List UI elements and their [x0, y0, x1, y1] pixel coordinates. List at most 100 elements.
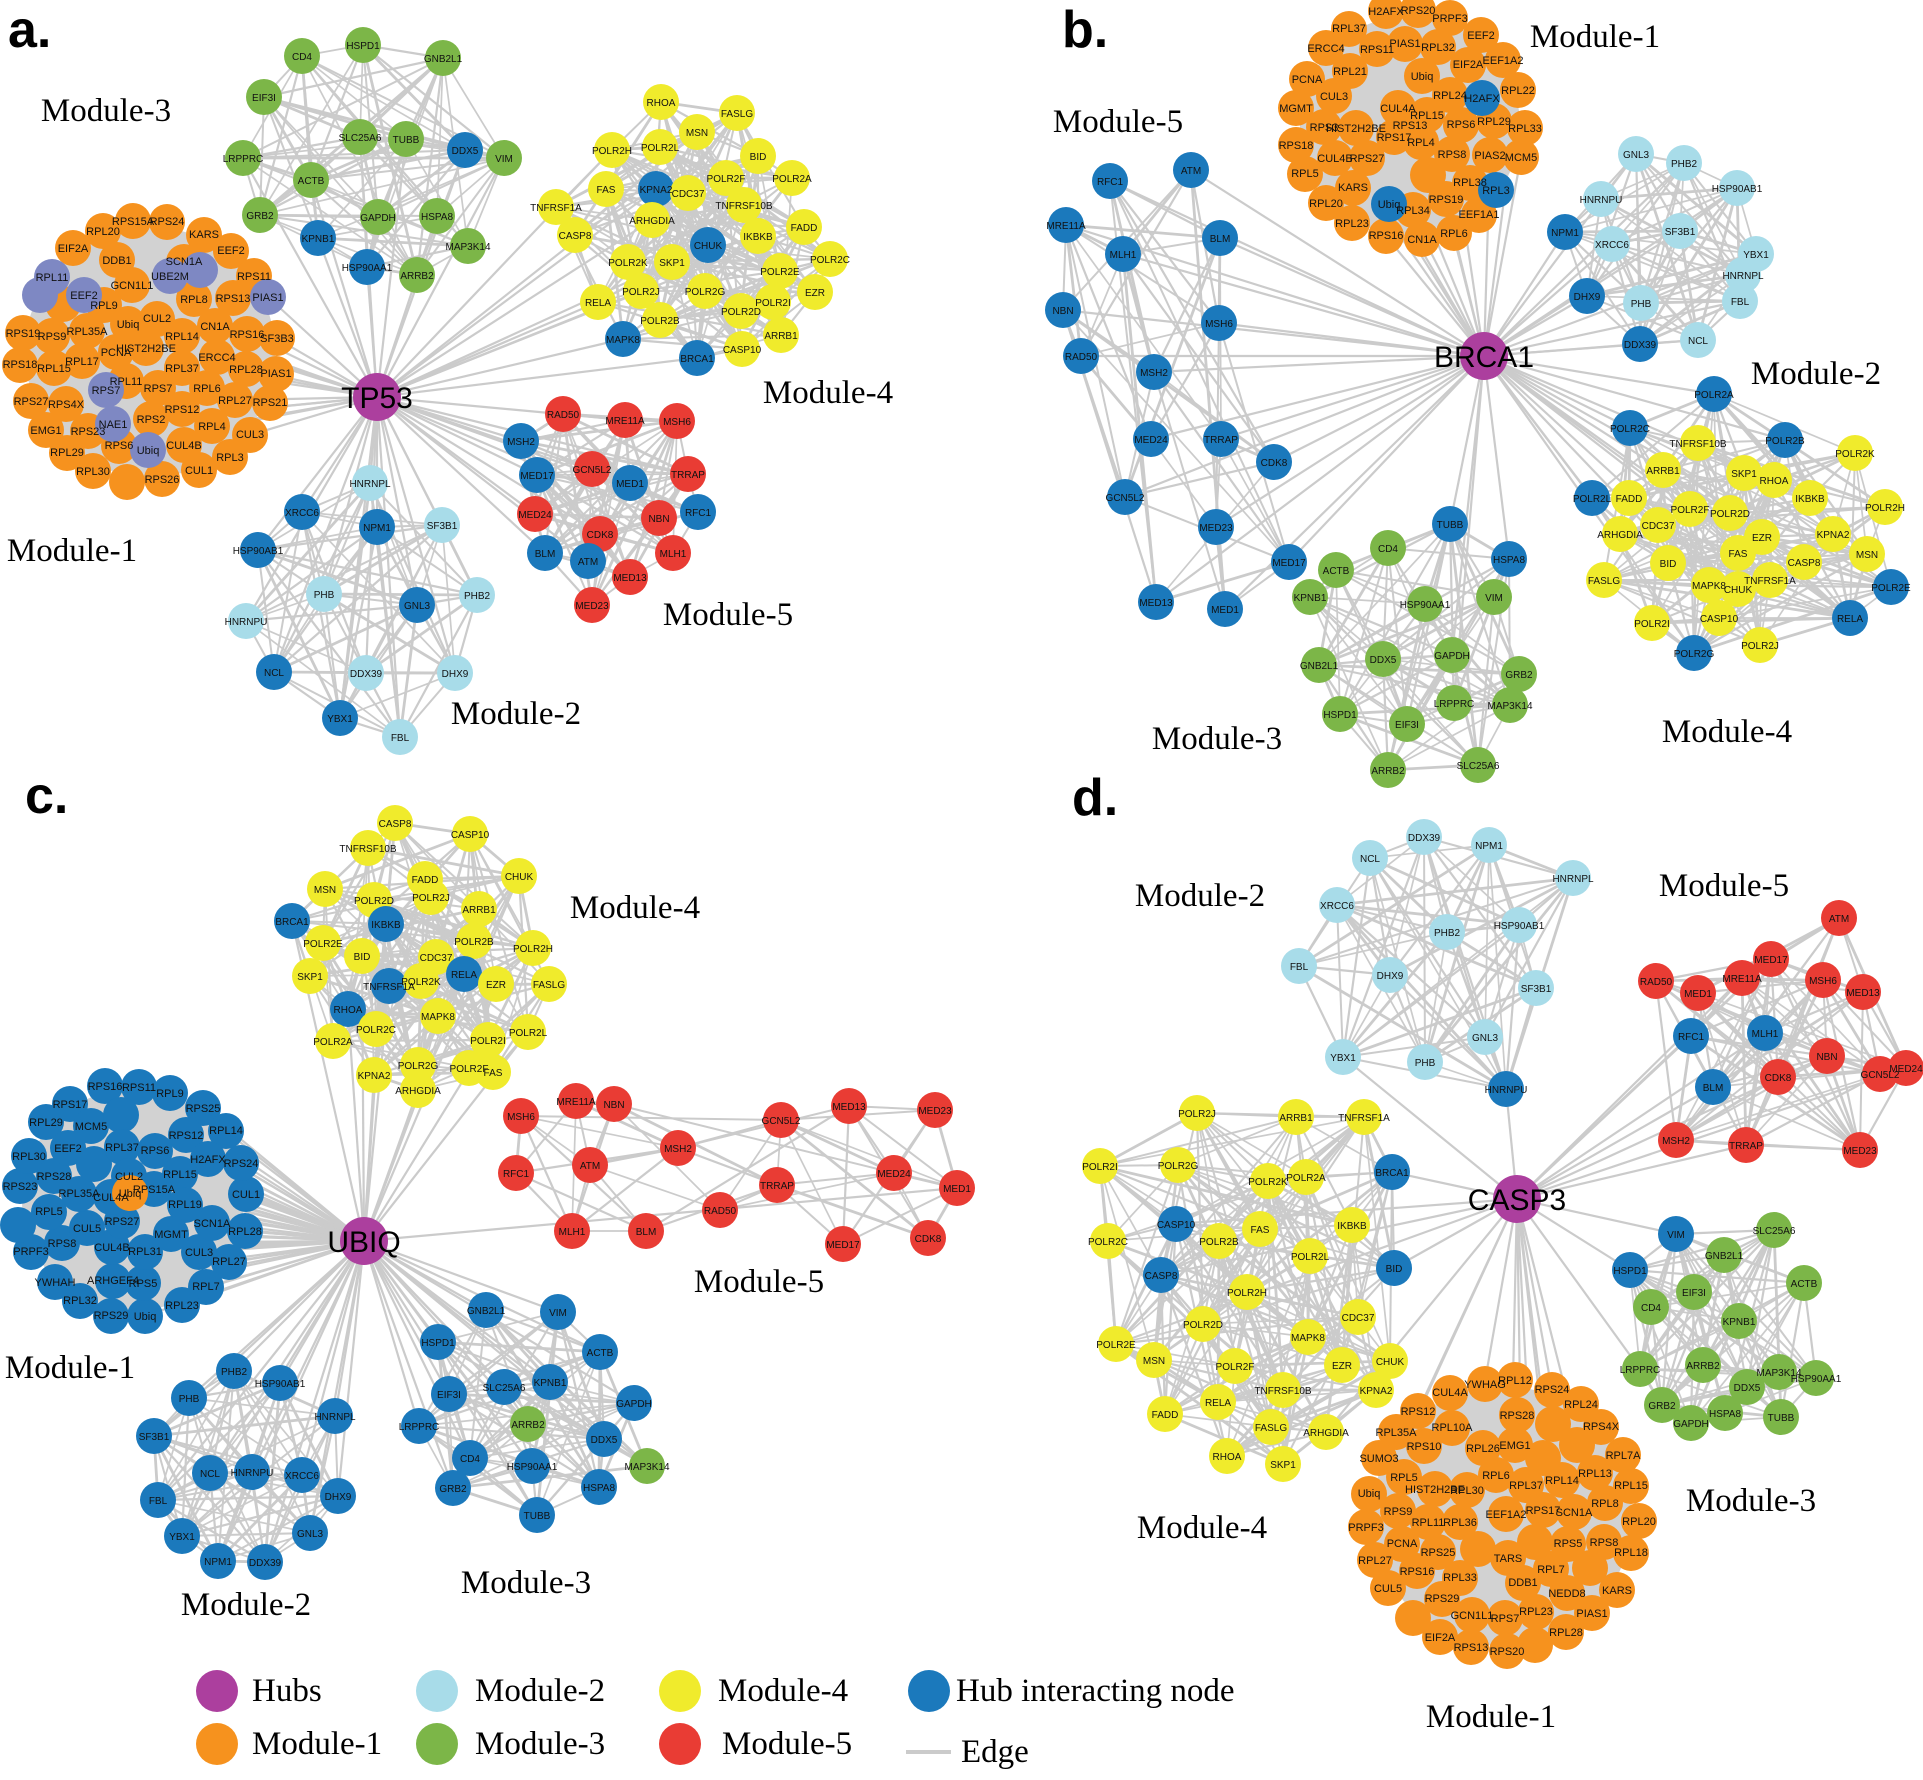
svg-text:RPL35A: RPL35A	[59, 1188, 101, 1200]
svg-text:HSPD1: HSPD1	[1323, 710, 1357, 721]
svg-text:RHOA: RHOA	[1213, 1452, 1242, 1463]
svg-text:DDX39: DDX39	[1624, 340, 1657, 351]
svg-text:SKP1: SKP1	[659, 258, 685, 269]
svg-text:RPL14: RPL14	[209, 1125, 243, 1137]
svg-text:LRPPRC: LRPPRC	[223, 154, 264, 165]
svg-text:RPS5: RPS5	[1554, 1538, 1583, 1550]
svg-text:RPL29: RPL29	[29, 1117, 63, 1129]
svg-text:RPS7: RPS7	[92, 385, 121, 397]
svg-text:FASLG: FASLG	[533, 980, 565, 991]
svg-text:MED13: MED13	[613, 573, 647, 584]
svg-text:VIM: VIM	[1485, 593, 1503, 604]
svg-text:Module-2: Module-2	[1751, 356, 1881, 392]
svg-text:POLR2G: POLR2G	[398, 1061, 439, 1072]
svg-text:PHB2: PHB2	[464, 591, 491, 602]
svg-text:MLH1: MLH1	[559, 1227, 586, 1238]
svg-text:RPS29: RPS29	[94, 1310, 129, 1322]
svg-text:IKBKB: IKBKB	[371, 920, 401, 931]
svg-text:FBL: FBL	[391, 733, 410, 744]
svg-text:EIF3I: EIF3I	[437, 1390, 461, 1401]
svg-text:TNFRSF1A: TNFRSF1A	[530, 203, 582, 214]
svg-text:RPL3: RPL3	[216, 452, 244, 464]
svg-text:HSP90AA1: HSP90AA1	[1400, 600, 1451, 611]
svg-text:MAP3K14: MAP3K14	[445, 242, 490, 253]
svg-text:RPL37: RPL37	[105, 1142, 139, 1154]
svg-text:RHOA: RHOA	[647, 98, 676, 109]
svg-text:EZR: EZR	[1332, 1361, 1352, 1372]
svg-text:HIST2H2BE: HIST2H2BE	[1326, 123, 1386, 135]
svg-text:MAP3K14: MAP3K14	[624, 1462, 669, 1473]
svg-text:SF3B1: SF3B1	[1521, 984, 1552, 995]
svg-text:PCNA: PCNA	[1387, 1538, 1418, 1550]
svg-text:RPL15: RPL15	[1410, 110, 1444, 122]
svg-text:RPL35A: RPL35A	[67, 326, 109, 338]
svg-text:H2AFX: H2AFX	[190, 1154, 226, 1166]
svg-text:RPS28: RPS28	[37, 1171, 72, 1183]
svg-text:RPL21: RPL21	[1333, 66, 1367, 78]
svg-text:RPL37: RPL37	[1332, 23, 1366, 35]
svg-text:YWHAG: YWHAG	[1464, 1379, 1506, 1391]
svg-text:MAPK8: MAPK8	[1692, 581, 1726, 592]
svg-text:RPS15A: RPS15A	[133, 1184, 176, 1196]
svg-text:RPS4X: RPS4X	[1583, 1421, 1620, 1433]
svg-text:RPL15: RPL15	[37, 363, 71, 375]
svg-text:Module-1: Module-1	[1426, 1699, 1556, 1735]
svg-text:MED23: MED23	[918, 1106, 952, 1117]
svg-text:RPL37: RPL37	[165, 363, 199, 375]
svg-text:FADD: FADD	[1152, 1410, 1179, 1421]
svg-text:GAPDH: GAPDH	[1673, 1419, 1709, 1430]
svg-text:TARS: TARS	[1494, 1553, 1523, 1565]
svg-text:CUL4A: CUL4A	[1432, 1387, 1468, 1399]
svg-text:DHX9: DHX9	[442, 669, 469, 680]
svg-text:TNFRSF1A: TNFRSF1A	[363, 982, 415, 993]
svg-text:RPS23: RPS23	[71, 426, 106, 438]
svg-text:CUL2: CUL2	[143, 313, 171, 325]
svg-text:MSH2: MSH2	[664, 1144, 692, 1155]
svg-text:RPL26: RPL26	[1466, 1443, 1500, 1455]
svg-text:H2AFX: H2AFX	[1464, 93, 1500, 105]
svg-text:Ubiq: Ubiq	[137, 445, 160, 457]
svg-text:MED24: MED24	[1134, 435, 1168, 446]
svg-text:TRRAP: TRRAP	[760, 1181, 794, 1192]
svg-text:RPL12: RPL12	[1498, 1375, 1532, 1387]
svg-text:EEF2: EEF2	[217, 245, 245, 257]
svg-text:MED23: MED23	[1199, 523, 1233, 534]
svg-text:RELA: RELA	[1205, 1398, 1231, 1409]
svg-text:d.: d.	[1072, 769, 1118, 827]
svg-text:LRPPRC: LRPPRC	[1434, 699, 1475, 710]
svg-text:RPL33: RPL33	[1508, 123, 1542, 135]
svg-text:MSN: MSN	[686, 128, 708, 139]
svg-text:POLR2L: POLR2L	[641, 143, 680, 154]
svg-text:FASLG: FASLG	[721, 109, 753, 120]
svg-text:POLR2E: POLR2E	[760, 267, 800, 278]
svg-text:LRPPRC: LRPPRC	[399, 1422, 440, 1433]
svg-text:GNB2L1: GNB2L1	[424, 54, 463, 65]
svg-text:TRRAP: TRRAP	[1204, 435, 1238, 446]
svg-text:FADD: FADD	[412, 875, 439, 886]
svg-text:RPL24: RPL24	[1564, 1399, 1598, 1411]
svg-text:BLM: BLM	[1210, 234, 1231, 245]
svg-text:SF3B1: SF3B1	[427, 521, 458, 532]
svg-text:CDK8: CDK8	[915, 1234, 942, 1245]
svg-text:POLR2G: POLR2G	[1674, 649, 1715, 660]
svg-text:Module-2: Module-2	[181, 1587, 311, 1623]
svg-text:RPS11: RPS11	[237, 271, 271, 283]
svg-text:ARRB2: ARRB2	[400, 271, 434, 282]
svg-text:MED1: MED1	[1684, 989, 1712, 1000]
svg-text:CASP3: CASP3	[1468, 1184, 1566, 1217]
svg-text:FBL: FBL	[149, 1496, 168, 1507]
svg-text:KARS: KARS	[1602, 1585, 1632, 1597]
svg-text:ATM: ATM	[1829, 914, 1849, 925]
svg-text:RPS25: RPS25	[1421, 1547, 1456, 1559]
svg-text:CUL4B: CUL4B	[94, 1242, 129, 1254]
svg-text:ARRB2: ARRB2	[511, 1420, 545, 1431]
svg-text:GCN1L1: GCN1L1	[111, 280, 154, 292]
svg-text:RPS12: RPS12	[169, 1130, 204, 1142]
svg-text:RPS17: RPS17	[53, 1099, 88, 1111]
svg-text:RPS19: RPS19	[6, 328, 41, 340]
svg-text:Module-1: Module-1	[7, 533, 137, 569]
svg-text:RPL6: RPL6	[1482, 1470, 1510, 1482]
svg-text:HSPA8: HSPA8	[421, 212, 453, 223]
svg-text:RAD50: RAD50	[704, 1206, 737, 1217]
svg-text:VIM: VIM	[495, 154, 513, 165]
